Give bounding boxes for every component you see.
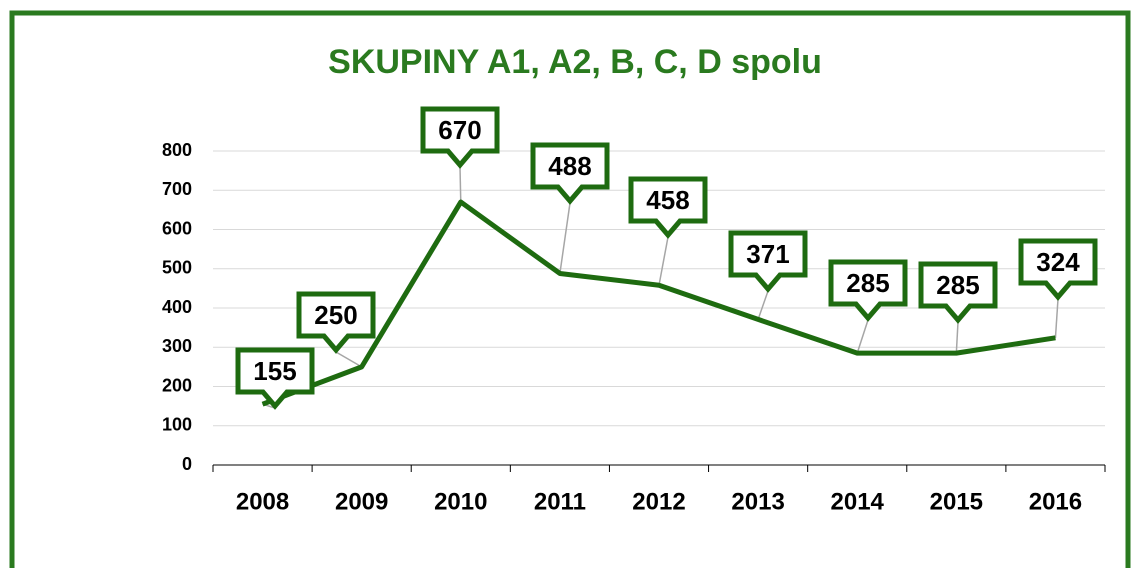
x-tick-label: 2016 xyxy=(1029,488,1082,515)
data-label: 155 xyxy=(253,356,296,386)
leader-line xyxy=(335,351,363,368)
x-tick-label: 2014 xyxy=(831,488,885,515)
data-label: 285 xyxy=(936,270,979,300)
x-tick-label: 2009 xyxy=(335,488,388,515)
data-label: 250 xyxy=(314,300,357,330)
x-tick-label: 2011 xyxy=(534,488,586,515)
callout xyxy=(828,259,908,322)
callout xyxy=(420,106,500,169)
y-tick-label: 700 xyxy=(162,179,192,199)
y-tick-label: 200 xyxy=(162,375,192,395)
y-tick-label: 400 xyxy=(162,297,192,317)
callout xyxy=(728,230,808,293)
leader-line xyxy=(757,290,769,320)
data-line xyxy=(261,199,1056,407)
y-tick-label: 600 xyxy=(162,218,192,238)
y-tick-label: 300 xyxy=(162,336,192,356)
x-tick-label: 2013 xyxy=(731,488,784,515)
callout xyxy=(296,291,376,354)
x-tick-label: 2015 xyxy=(930,488,983,515)
callout xyxy=(1018,238,1098,301)
leader-line xyxy=(459,166,462,203)
x-tick-label: 2010 xyxy=(434,488,487,515)
callout xyxy=(628,176,708,239)
x-tick-label: 2012 xyxy=(632,488,685,515)
data-label: 324 xyxy=(1036,247,1080,277)
y-tick-label: 500 xyxy=(162,258,192,278)
leader-line xyxy=(1054,298,1059,338)
leader-line xyxy=(955,321,959,354)
data-label: 670 xyxy=(438,115,481,145)
data-label: 371 xyxy=(746,239,789,269)
data-label: 458 xyxy=(646,185,689,215)
callout xyxy=(235,347,315,410)
callout xyxy=(918,261,998,324)
leader-line xyxy=(559,202,571,274)
data-label: 488 xyxy=(548,151,591,181)
leader-line xyxy=(658,236,669,286)
chart-title: SKUPINY A1, A2, B, C, D spolu xyxy=(328,43,822,81)
leader-line xyxy=(856,319,869,354)
y-tick-label: 100 xyxy=(162,415,192,435)
y-tick-label: 0 xyxy=(182,454,192,474)
y-tick-label: 800 xyxy=(162,140,192,160)
callout xyxy=(530,142,610,205)
data-label: 285 xyxy=(846,268,889,298)
x-tick-label: 2008 xyxy=(236,488,289,515)
